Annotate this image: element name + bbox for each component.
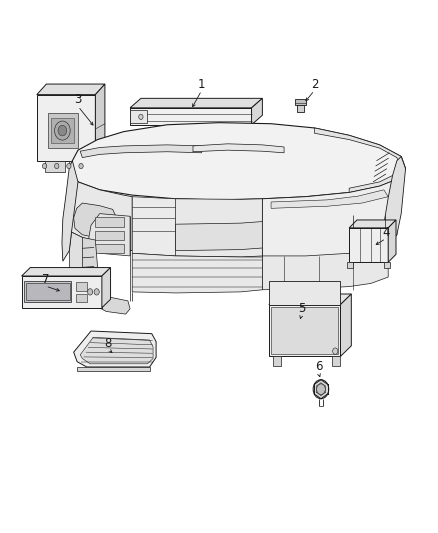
Text: 4: 4	[382, 225, 390, 239]
Text: 6: 6	[315, 360, 322, 374]
Circle shape	[139, 114, 143, 119]
Polygon shape	[295, 99, 306, 105]
Circle shape	[42, 164, 47, 168]
Polygon shape	[132, 197, 241, 257]
Polygon shape	[25, 284, 70, 300]
Polygon shape	[388, 220, 396, 262]
Polygon shape	[130, 110, 148, 123]
Text: 1: 1	[198, 78, 205, 91]
Circle shape	[94, 289, 99, 295]
Circle shape	[55, 164, 59, 168]
Polygon shape	[297, 105, 304, 112]
Polygon shape	[37, 95, 95, 161]
Polygon shape	[76, 282, 87, 291]
Polygon shape	[37, 84, 105, 95]
Polygon shape	[74, 331, 156, 367]
Polygon shape	[132, 253, 262, 293]
Polygon shape	[262, 179, 397, 257]
Polygon shape	[269, 281, 340, 304]
Polygon shape	[21, 268, 110, 276]
Circle shape	[58, 125, 67, 136]
Polygon shape	[74, 203, 117, 237]
Polygon shape	[271, 190, 388, 208]
Polygon shape	[176, 199, 262, 257]
Polygon shape	[80, 337, 153, 364]
Polygon shape	[89, 214, 130, 256]
Polygon shape	[69, 182, 132, 251]
Circle shape	[88, 289, 93, 295]
Polygon shape	[273, 357, 281, 366]
Text: 5: 5	[298, 302, 305, 316]
Polygon shape	[75, 237, 98, 273]
Polygon shape	[21, 276, 102, 308]
Polygon shape	[340, 294, 351, 357]
Circle shape	[313, 379, 329, 399]
Polygon shape	[24, 281, 71, 302]
Text: 7: 7	[42, 273, 49, 286]
Circle shape	[79, 164, 83, 168]
Polygon shape	[76, 294, 87, 302]
Circle shape	[67, 164, 71, 168]
Polygon shape	[193, 144, 284, 153]
Polygon shape	[130, 108, 251, 125]
Polygon shape	[80, 145, 201, 158]
Polygon shape	[251, 98, 262, 125]
Polygon shape	[95, 231, 124, 240]
Polygon shape	[130, 98, 262, 108]
Polygon shape	[95, 244, 124, 253]
Circle shape	[333, 348, 338, 354]
Polygon shape	[102, 268, 110, 308]
Polygon shape	[332, 357, 339, 366]
Polygon shape	[269, 294, 351, 304]
Polygon shape	[51, 118, 74, 143]
Polygon shape	[347, 262, 353, 268]
Text: 2: 2	[311, 78, 318, 91]
Polygon shape	[69, 232, 102, 303]
Polygon shape	[262, 244, 388, 290]
Polygon shape	[77, 367, 150, 370]
Polygon shape	[314, 128, 406, 192]
Polygon shape	[384, 262, 390, 268]
Polygon shape	[176, 219, 284, 251]
Polygon shape	[71, 123, 406, 200]
Polygon shape	[384, 157, 406, 244]
Polygon shape	[349, 228, 388, 262]
Polygon shape	[46, 161, 65, 172]
Polygon shape	[95, 217, 124, 227]
Polygon shape	[271, 307, 338, 354]
Polygon shape	[97, 296, 130, 314]
Circle shape	[55, 121, 70, 140]
Polygon shape	[95, 84, 105, 161]
Polygon shape	[48, 113, 78, 148]
Polygon shape	[62, 161, 78, 261]
Polygon shape	[269, 304, 340, 357]
Text: 8: 8	[105, 337, 112, 350]
Text: 3: 3	[74, 93, 82, 107]
Circle shape	[317, 384, 325, 394]
Polygon shape	[349, 220, 396, 228]
Polygon shape	[69, 161, 89, 172]
